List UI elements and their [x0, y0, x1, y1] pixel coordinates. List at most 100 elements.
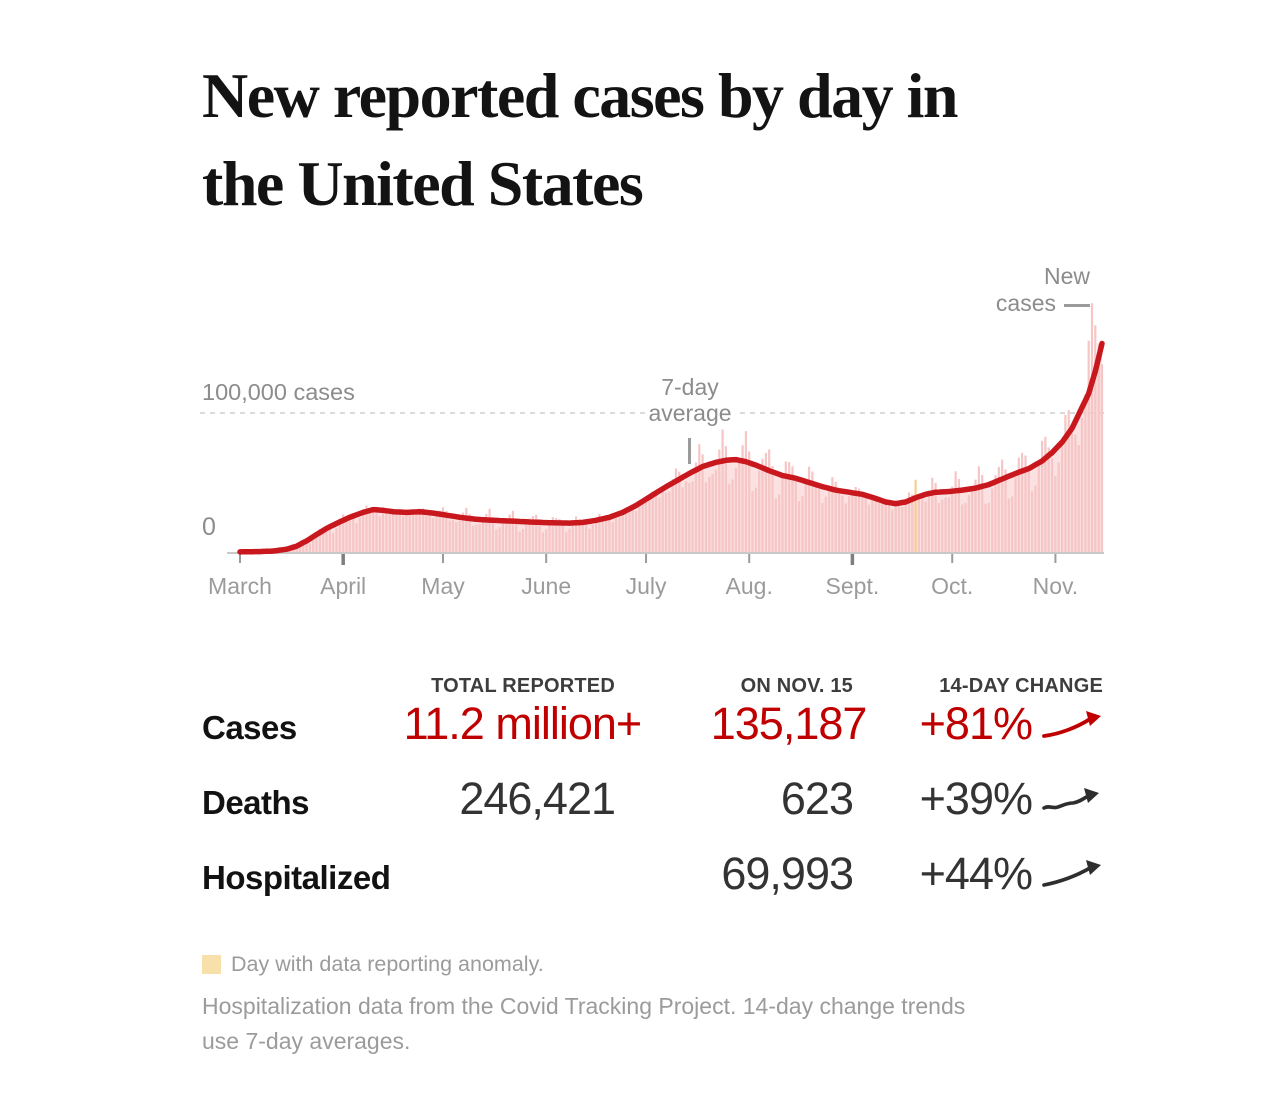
deaths-total-value: 246,421	[459, 773, 616, 824]
daily-cases-bar	[595, 518, 598, 552]
daily-cases-bar	[761, 458, 764, 552]
daily-cases-bar	[791, 466, 794, 552]
daily-cases-bar	[615, 517, 618, 552]
daily-cases-bar	[688, 482, 691, 552]
daily-cases-bar	[877, 499, 881, 552]
daily-cases-bar	[957, 478, 960, 552]
daily-cases-bar	[315, 533, 318, 552]
deaths-change-value: +39%	[919, 773, 1033, 824]
avg-annotation-line1: 7-day	[658, 374, 722, 400]
daily-cases-bar	[402, 516, 405, 552]
daily-cases-bar	[944, 497, 947, 552]
daily-cases-bar	[964, 502, 967, 552]
daily-cases-bar	[605, 519, 608, 552]
avg-annotation-line2: average	[645, 400, 735, 426]
daily-cases-bar	[548, 521, 551, 552]
daily-cases-bar	[515, 519, 518, 552]
col-header-14-day-change: 14-DAY CHANGE	[939, 675, 1103, 697]
col-header-total-reported: TOTAL REPORTED	[431, 675, 615, 697]
daily-cases-bar	[834, 481, 837, 552]
col-header-on-nov-15: ON NOV. 15	[740, 675, 853, 697]
anomaly-day-bar	[914, 479, 917, 552]
seven-day-average-line	[237, 340, 1105, 555]
daily-cases-bar	[545, 529, 548, 552]
daily-cases-bar	[495, 529, 498, 552]
daily-cases-bar	[508, 514, 511, 552]
daily-cases-bar	[491, 516, 494, 552]
daily-cases-bar	[884, 499, 887, 552]
daily-cases-bar	[621, 508, 624, 552]
daily-cases-bar	[678, 471, 681, 552]
daily-cases-bar	[431, 518, 435, 552]
daily-cases-bar	[841, 495, 844, 552]
month-label: April	[320, 573, 366, 599]
daily-cases-bar	[1001, 459, 1004, 552]
daily-cases-bar	[441, 507, 445, 552]
daily-cases-bar	[325, 525, 328, 552]
daily-cases-bar	[565, 531, 568, 552]
daily-cases-bar	[468, 514, 471, 552]
avg-annotation-pointer-tick	[688, 438, 691, 464]
daily-cases-bar	[1067, 410, 1070, 552]
daily-cases-bar	[961, 504, 964, 552]
month-label: Oct.	[931, 573, 973, 599]
daily-cases-bar	[758, 470, 761, 552]
daily-cases-bar	[818, 488, 821, 552]
daily-cases-bar	[874, 498, 877, 552]
daily-cases-bar	[771, 466, 774, 552]
daily-cases-bar	[368, 509, 371, 552]
row-label-deaths: Deaths	[202, 784, 310, 821]
month-label: Aug.	[726, 573, 773, 599]
daily-cases-bar	[748, 451, 751, 552]
trend-up-arrow-icon	[1042, 788, 1099, 810]
daily-cases-bar	[561, 523, 564, 552]
daily-cases-bar	[302, 540, 305, 552]
daily-cases-bar	[1031, 491, 1034, 552]
daily-cases-bar	[541, 532, 544, 552]
daily-cases-bar	[481, 521, 485, 552]
daily-cases-bar	[338, 518, 341, 552]
daily-cases-bar	[971, 489, 974, 552]
daily-cases-bar	[741, 445, 744, 552]
daily-cases-bar	[591, 524, 594, 552]
daily-cases-bar	[788, 462, 791, 552]
daily-cases-bar	[1007, 498, 1010, 552]
seven-day-average-annotation: 7-day average	[610, 374, 770, 426]
daily-cases-bar	[711, 474, 714, 552]
daily-cases-bar	[1087, 340, 1090, 552]
daily-cases-bar	[422, 508, 425, 552]
daily-cases-bar	[904, 500, 907, 552]
daily-cases-bar	[1100, 364, 1104, 552]
daily-cases-bar	[312, 539, 315, 552]
gridline-label-100k: 100,000 cases	[202, 379, 355, 405]
daily-cases-bar	[392, 511, 395, 552]
daily-cases-bar	[511, 510, 514, 552]
daily-cases-bar	[568, 528, 571, 552]
hospitalized-change-value: +44%	[919, 848, 1033, 899]
daily-cases-bar	[1074, 434, 1077, 552]
daily-cases-bar	[382, 513, 385, 552]
daily-cases-bar	[418, 508, 421, 552]
month-label: March	[208, 573, 272, 599]
deaths-on-date-value: 623	[780, 773, 854, 824]
daily-cases-bar	[838, 491, 841, 552]
daily-cases-bar	[851, 490, 854, 552]
daily-cases-bar	[611, 522, 614, 552]
daily-cases-bar	[997, 466, 1000, 552]
daily-cases-bar	[644, 500, 648, 552]
daily-cases-bar	[991, 488, 994, 552]
daily-cases-bar	[907, 492, 911, 552]
daily-cases-bar	[937, 503, 940, 552]
source-footnote: Hospitalization data from the Covid Trac…	[202, 989, 1102, 1059]
daily-cases-bar	[778, 494, 781, 552]
daily-cases-bar	[505, 520, 508, 552]
daily-cases-bar	[1061, 439, 1064, 552]
daily-cases-bar	[1017, 457, 1020, 552]
daily-cases-bar	[518, 531, 521, 552]
daily-cases-bar	[458, 520, 461, 552]
table-row-deaths: Deaths 246,421 623 +39%	[202, 773, 1103, 848]
daily-cases-bar	[861, 495, 864, 552]
cases-total-value: 11.2 million+	[403, 698, 643, 749]
row-label-cases: Cases	[202, 709, 297, 746]
